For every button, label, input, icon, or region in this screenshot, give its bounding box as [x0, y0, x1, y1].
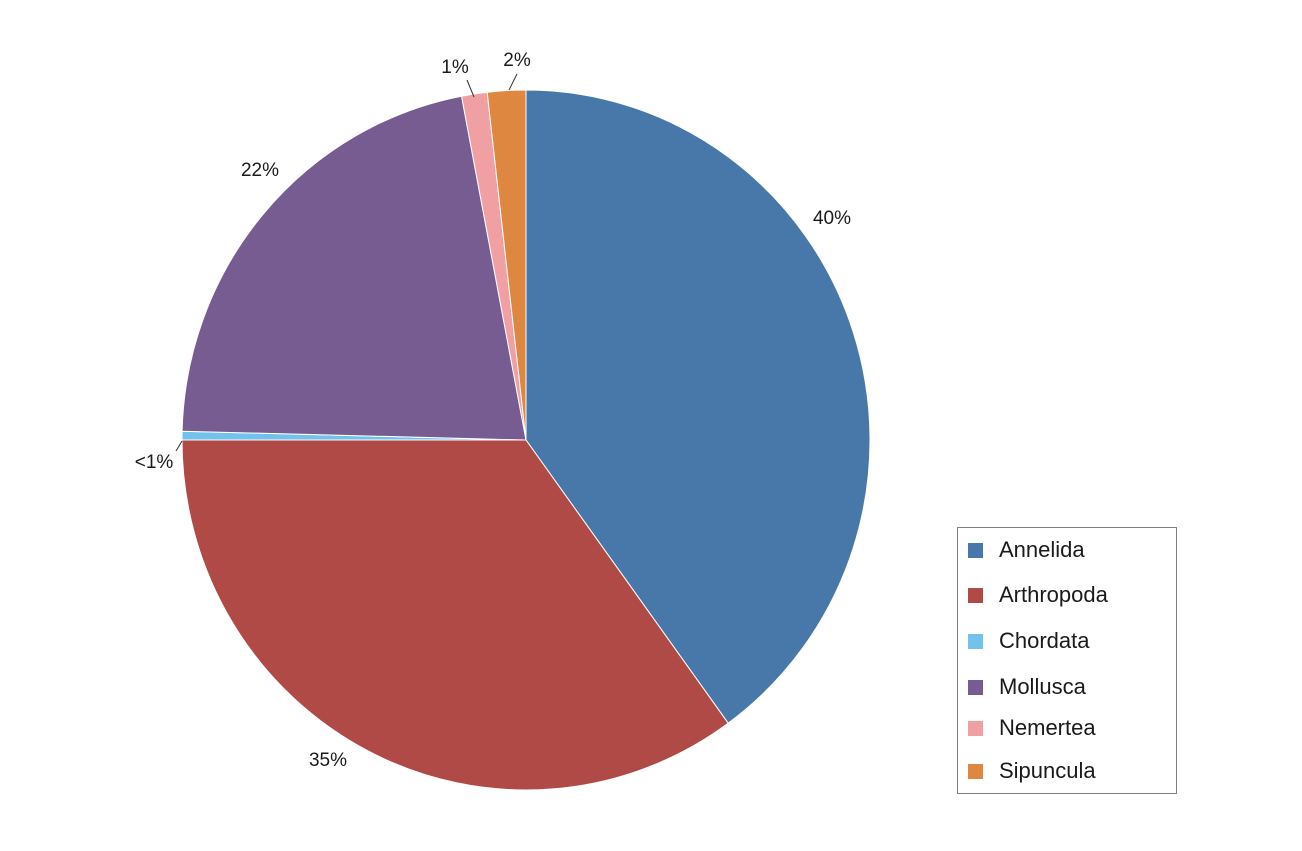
- legend-label: Annelida: [999, 537, 1085, 562]
- legend-label: Arthropoda: [999, 582, 1108, 607]
- legend-item-annelida: Annelida: [968, 536, 1085, 564]
- pie-slice-sipuncula: [486, 89, 527, 441]
- leader-line-chordata: [175, 440, 183, 452]
- legend-item-chordata: Chordata: [968, 627, 1090, 655]
- data-label-arthropoda: 35%: [309, 750, 347, 771]
- legend-label: Mollusca: [999, 674, 1086, 699]
- leader-line-nemertea: [466, 79, 475, 98]
- legend-label: Sipuncula: [999, 758, 1096, 783]
- data-label-sipuncula: 2%: [503, 50, 531, 71]
- legend-label: Nemertea: [999, 715, 1096, 740]
- legend: Annelida Arthropoda Chordata Mollusca Ne…: [957, 527, 1177, 794]
- data-label-annelida: 40%: [813, 208, 851, 229]
- legend-label: Chordata: [999, 628, 1090, 653]
- data-label-nemertea: 1%: [441, 57, 469, 78]
- data-label-chordata: <1%: [135, 452, 174, 473]
- pie-slice-annelida: [525, 89, 871, 724]
- pie-slice-mollusca: [181, 95, 527, 441]
- legend-item-mollusca: Mollusca: [968, 673, 1086, 701]
- legend-swatch: [968, 633, 983, 649]
- leader-line-sipuncula: [508, 73, 518, 91]
- legend-swatch: [968, 587, 983, 603]
- legend-swatch: [968, 763, 983, 779]
- legend-item-nemertea: Nemertea: [968, 714, 1096, 742]
- legend-swatch: [968, 720, 983, 736]
- pie-slice-arthropoda: [181, 439, 729, 791]
- leader-lines: [175, 73, 518, 452]
- legend-item-arthropoda: Arthropoda: [968, 581, 1108, 609]
- legend-item-sipuncula: Sipuncula: [968, 757, 1096, 785]
- legend-swatch: [968, 542, 983, 558]
- data-label-mollusca: 22%: [241, 160, 279, 181]
- data-labels: 40% 35% <1% 22% 1% 2%: [135, 50, 851, 771]
- pie-slices: [181, 89, 871, 791]
- legend-swatch: [968, 679, 983, 695]
